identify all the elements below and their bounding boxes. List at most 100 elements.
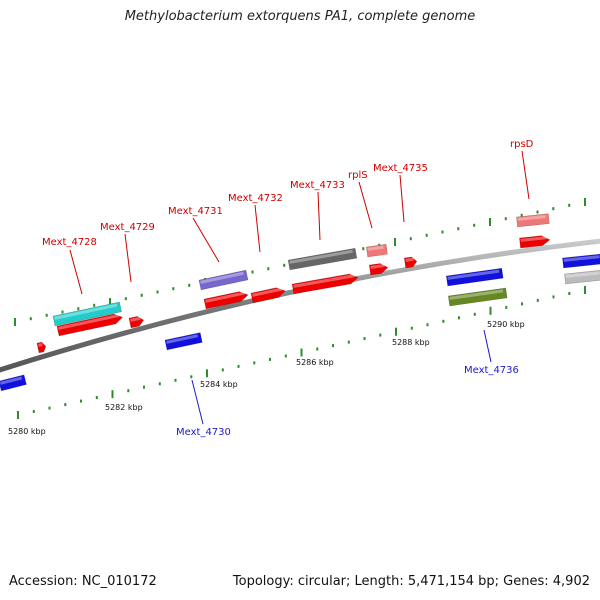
minor-tick xyxy=(45,313,48,317)
major-tick xyxy=(17,411,19,419)
gene-label: Mext_4728 xyxy=(42,237,97,248)
label-leader-line xyxy=(254,204,261,253)
label-leader-line xyxy=(358,181,373,229)
minor-tick xyxy=(425,233,428,237)
cog-forward-pink-1 xyxy=(365,243,388,258)
minor-tick xyxy=(140,293,143,297)
label-leader-line xyxy=(521,150,530,200)
minor-tick xyxy=(48,406,51,410)
minor-tick xyxy=(426,323,429,327)
minor-tick xyxy=(363,337,366,341)
minor-tick xyxy=(221,368,224,372)
label-leader-line xyxy=(192,217,220,263)
major-tick xyxy=(489,306,492,315)
cds-reverse-3 xyxy=(445,267,504,287)
cds-forward-7 xyxy=(368,263,389,276)
scale-label: 5282 kbp xyxy=(105,403,143,412)
minor-tick xyxy=(61,310,64,314)
cog-forward-purple xyxy=(198,269,249,291)
feature-track xyxy=(0,213,600,392)
minor-tick xyxy=(127,389,130,393)
minor-tick xyxy=(124,297,127,301)
scale-label: 5290 kbp xyxy=(487,320,525,329)
minor-tick xyxy=(32,410,35,413)
major-tick xyxy=(394,238,396,246)
minor-tick xyxy=(473,223,476,227)
minor-tick xyxy=(552,295,555,299)
minor-tick xyxy=(237,364,240,368)
map-title: Methylobacterium extorquens PA1, complet… xyxy=(124,9,476,24)
cds-forward-9 xyxy=(519,235,551,249)
minor-tick xyxy=(410,326,413,330)
cds-forward-6 xyxy=(291,273,359,295)
accession-text: Accession: NC_010172 xyxy=(9,574,157,589)
cds-forward-2 xyxy=(128,316,145,329)
gene-label: rplS xyxy=(348,170,368,181)
minor-tick xyxy=(284,354,287,358)
minor-tick xyxy=(156,290,159,294)
label-leader-line xyxy=(483,329,492,363)
minor-tick xyxy=(188,283,191,287)
scale-label: 5284 kbp xyxy=(200,380,238,389)
cog-forward-gray xyxy=(287,247,358,271)
cds-forward-1 xyxy=(56,313,124,337)
label-leader-line xyxy=(399,174,405,223)
minor-tick xyxy=(143,385,145,389)
cog-forward-pink-2 xyxy=(516,213,550,228)
minor-tick xyxy=(520,213,523,217)
minor-tick xyxy=(77,307,80,311)
minor-tick xyxy=(568,203,571,207)
minor-tick xyxy=(283,263,286,267)
minor-tick xyxy=(95,396,98,400)
minor-tick xyxy=(536,210,539,214)
major-tick xyxy=(206,369,208,378)
minor-tick xyxy=(253,361,256,365)
minor-tick xyxy=(362,247,365,251)
gene-label: Mext_4735 xyxy=(373,163,428,174)
scale-label: 5286 kbp xyxy=(296,358,334,367)
minor-tick xyxy=(409,237,412,241)
scale-label: 5288 kbp xyxy=(392,338,430,347)
minor-tick xyxy=(251,270,254,274)
label-leader-line xyxy=(317,191,321,241)
cds-reverse-1 xyxy=(0,374,27,392)
cds-reverse-4 xyxy=(562,253,600,269)
minor-tick xyxy=(267,267,270,271)
major-tick xyxy=(300,348,303,357)
minor-tick xyxy=(158,382,161,386)
gene-label: Mext_4736 xyxy=(464,365,519,376)
minor-tick xyxy=(441,230,444,234)
minor-tick xyxy=(504,217,507,221)
minor-tick xyxy=(93,303,96,307)
minor-tick xyxy=(172,287,175,291)
major-tick xyxy=(584,198,586,206)
scale-label: 5280 kbp xyxy=(8,427,46,436)
gene-label: Mext_4730 xyxy=(176,427,231,438)
minor-tick xyxy=(64,403,67,407)
minor-tick xyxy=(552,207,555,211)
major-tick xyxy=(489,218,491,226)
label-leader-line xyxy=(191,379,204,425)
scale-labels: 5280 kbp 5282 kbp 5284 kbp 5286 kbp 5288 kbp… xyxy=(8,320,525,436)
outer-tick-track xyxy=(14,198,586,326)
minor-tick xyxy=(316,347,319,351)
minor-tick xyxy=(458,316,460,320)
cog-forward-cyan xyxy=(52,301,122,327)
gene-label: Mext_4732 xyxy=(228,193,283,204)
minor-tick xyxy=(473,312,476,316)
minor-tick xyxy=(457,227,460,231)
minor-tick xyxy=(536,298,539,302)
minor-tick xyxy=(521,302,523,306)
topology-text: Topology: circular; Length: 5,471,154 bp… xyxy=(232,574,590,589)
inner-tick-track xyxy=(17,286,586,419)
minor-tick xyxy=(568,292,571,295)
cds-forward-5 xyxy=(250,287,286,304)
minor-tick xyxy=(505,305,508,309)
minor-tick xyxy=(29,317,32,321)
minor-tick xyxy=(174,378,177,382)
cds-forward-8 xyxy=(403,256,418,269)
major-tick xyxy=(111,390,114,399)
major-tick xyxy=(109,298,111,306)
cog-reverse-lightgray xyxy=(564,269,600,285)
